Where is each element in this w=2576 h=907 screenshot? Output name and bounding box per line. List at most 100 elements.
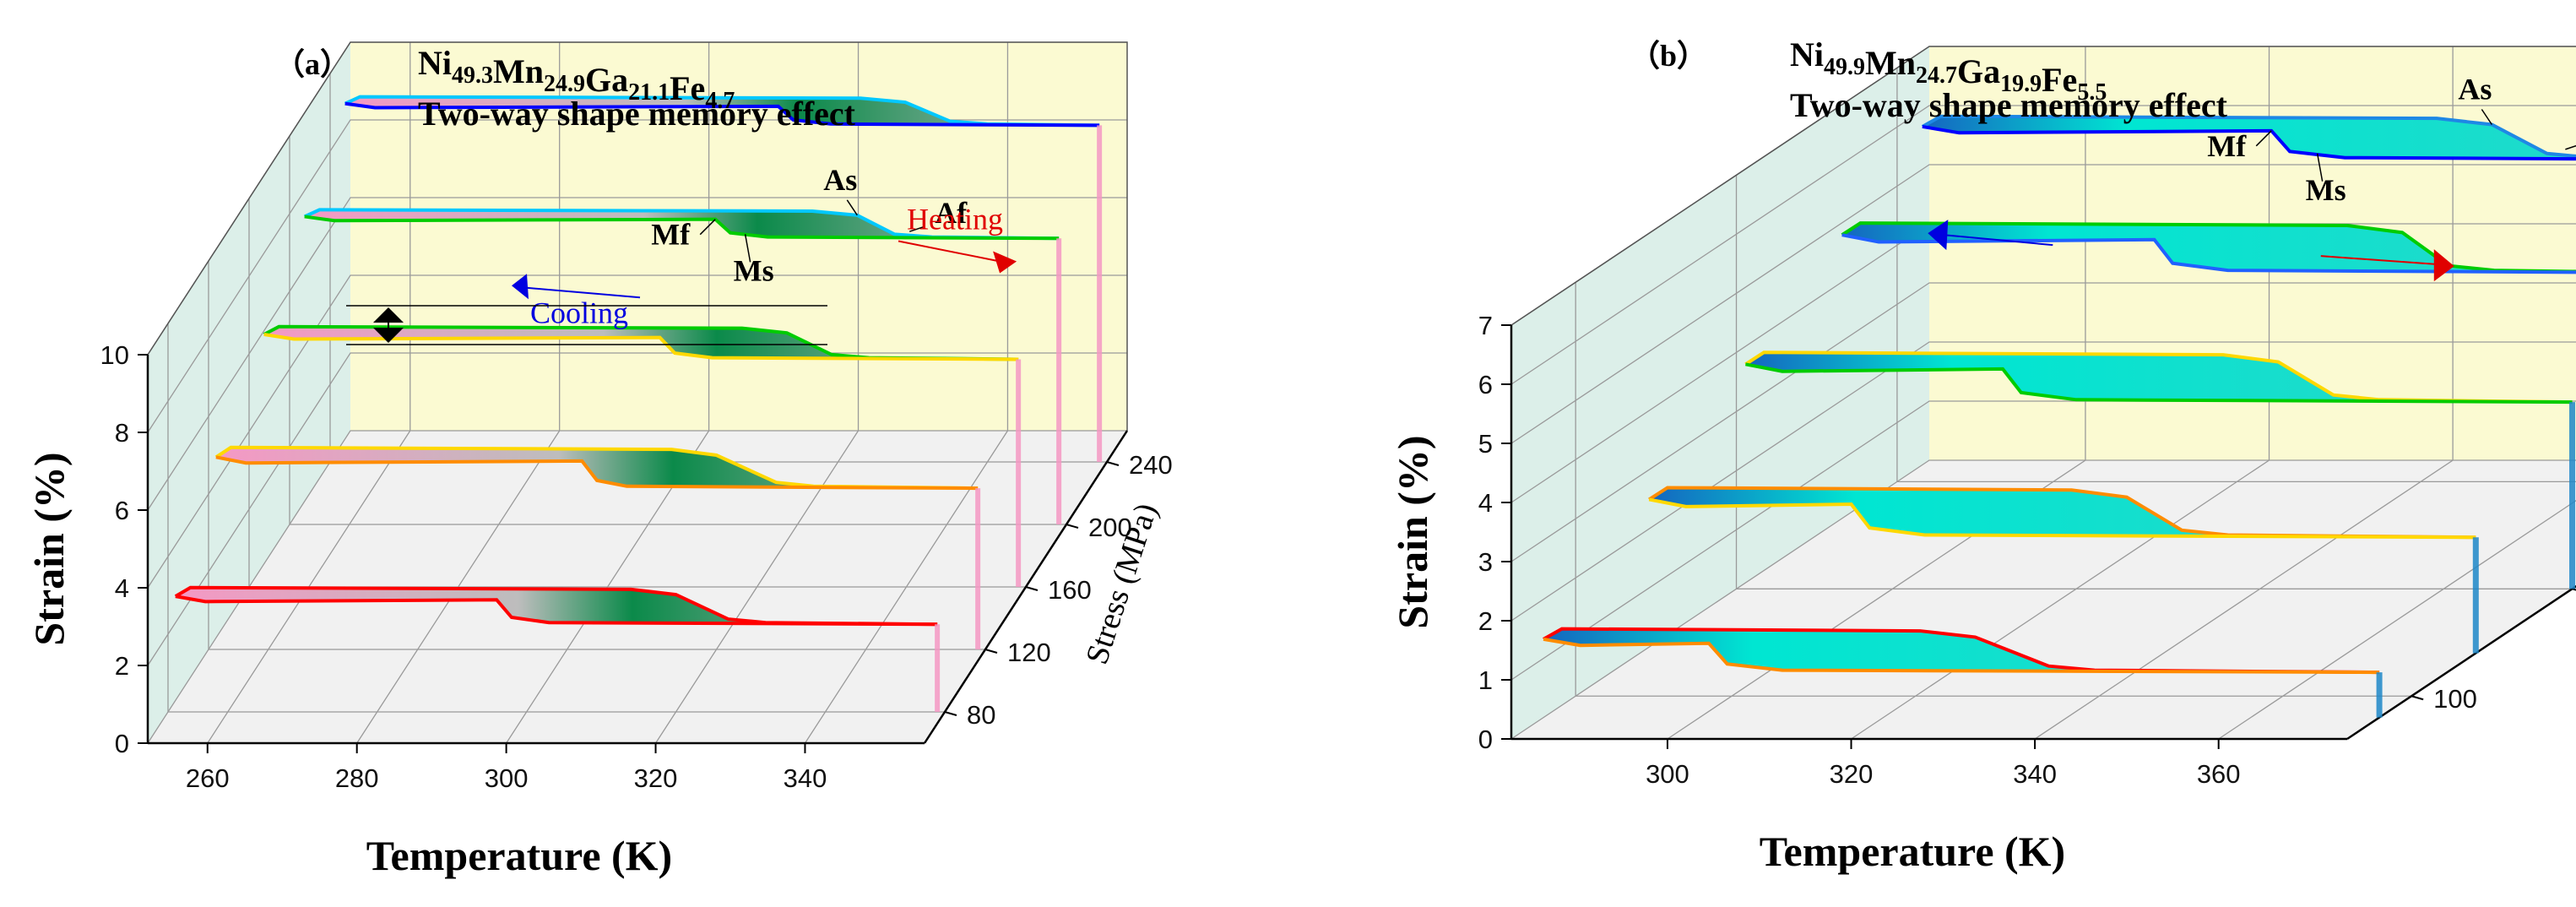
heating-arrowhead [2433,249,2454,282]
cooling-arrow [521,286,641,299]
y-tick-label: 7 [1478,311,1493,340]
y-tick-label: 0 [1478,725,1493,754]
z-tick [1066,524,1079,529]
element-symbol: Ga [585,61,628,99]
loop-fill-200 [304,209,1060,239]
panel-subtitle: Two-way shape memory effect [418,95,856,133]
loop-fill-120 [1649,487,2476,538]
grid-line-y [147,197,1127,511]
element-symbol: Ni [418,44,452,82]
loop-fill-120 [215,447,979,489]
loop-cooling-line-200 [304,215,1060,241]
grid-line-y [147,274,1127,589]
panel-tag: （a） [274,47,350,81]
ms-label: Ms [2306,173,2346,207]
element-fraction: 49.9 [1824,54,1865,80]
z-tick [2411,695,2424,701]
element-fraction: 4.7 [705,88,735,114]
element-symbol: Fe [670,69,705,107]
x-tick-label: 300 [485,763,529,793]
panel-subtitle: Two-way shape memory effect [1790,86,2228,124]
element-symbol: Mn [1865,44,1916,82]
frame-edge [1510,46,2576,326]
loop-fill-90 [1543,628,2380,673]
y-tick-label: 2 [115,651,129,681]
loop-cooling-line-120 [215,455,979,491]
grid-line-y [1510,105,2576,385]
z-tick [1025,586,1039,591]
grid-line-z [289,136,1066,525]
mf-label: Mf [651,218,691,252]
element-fraction: 19.9 [2000,71,2042,97]
af-label: Af [935,196,968,230]
cooling-arrowhead [512,274,529,300]
heating-arrow [2320,255,2439,266]
grid-line-y [1510,282,2576,562]
loop-cooling-line-80 [175,595,938,627]
ms-label: Ms [734,253,774,287]
y-tick-label: 2 [1478,606,1493,636]
grid-line-z [167,323,945,713]
cooling-label: Cooling [530,296,628,329]
grid-line-z [1896,68,2576,483]
heating-arrow [898,240,1001,263]
as-label-leader [846,199,858,216]
loop-cooling-line-205 [1922,124,2576,161]
z-axis-line [2346,584,2576,741]
loop-fill-80 [175,587,938,625]
x-tick-label: 300 [1646,759,1689,789]
x-tick-label: 260 [186,763,230,793]
z-tick-label: 200 [1088,513,1132,542]
heating-label: Heating [907,203,1003,236]
double-arrow-bottom [373,328,404,343]
element-symbol: Mn [493,52,544,90]
grid-line-y [1510,164,2576,444]
y-tick-label: 4 [1478,488,1493,518]
loop-cooling-line-180 [1841,233,2576,274]
double-arrow-top [373,307,404,323]
element-symbol: Ni [1790,35,1824,73]
x-axis-title: Temperature (K) [366,832,672,879]
x-tick-label: 320 [634,763,678,793]
panel-b: 30032034036001234567100150200Temperature… [1389,35,2576,875]
element-fraction: 24.9 [544,71,585,97]
z-tick-label: 160 [1048,575,1092,605]
mf-label: Mf [2207,129,2247,163]
y-tick-label: 4 [115,573,129,603]
x-tick-label: 340 [2013,759,2057,789]
y-tick-label: 6 [115,496,129,525]
y-tick-label: 3 [1478,547,1493,577]
mf-label-leader [2255,130,2272,147]
y-tick-label: 10 [100,340,129,370]
y-tick-label: 1 [1478,665,1493,695]
z-tick-label: 120 [1007,638,1051,667]
grid-line-z [208,261,985,650]
loop-cooling-line-160 [263,333,1019,361]
loop-fill-150 [1745,352,2573,403]
loop-fill-240 [344,96,1100,126]
af-label-leader [908,225,925,232]
element-symbol: Ga [1957,52,2000,90]
loop-cooling-line-90 [1543,637,2380,675]
element-fraction: 24.7 [1916,62,1957,89]
loop-fill-160 [263,326,1019,360]
heating-arrowhead [993,251,1017,274]
grid-line-y [147,430,1127,744]
z-tick [944,711,957,716]
cooling-arrow [1943,234,2053,247]
x-axis-title: Temperature (K) [1760,828,2065,875]
z-tick-label: 240 [1129,450,1173,480]
ms-label-leader [744,234,751,263]
x-tick-label: 280 [335,763,379,793]
ms-label-leader [2316,153,2324,182]
x-tick-label: 320 [1830,759,1874,789]
panel-tag: （b） [1630,39,1707,73]
af-label-leader [2565,144,2576,150]
loop-fill-205 [1922,116,2576,160]
y-tick-label: 5 [1478,429,1493,459]
loop-cooling-line-240 [344,101,1100,128]
as-label: As [823,163,857,197]
y-axis-title: Strain (%) [1389,435,1436,628]
z-tick-label: 80 [967,700,995,730]
loop-cooling-line-150 [1745,362,2573,405]
